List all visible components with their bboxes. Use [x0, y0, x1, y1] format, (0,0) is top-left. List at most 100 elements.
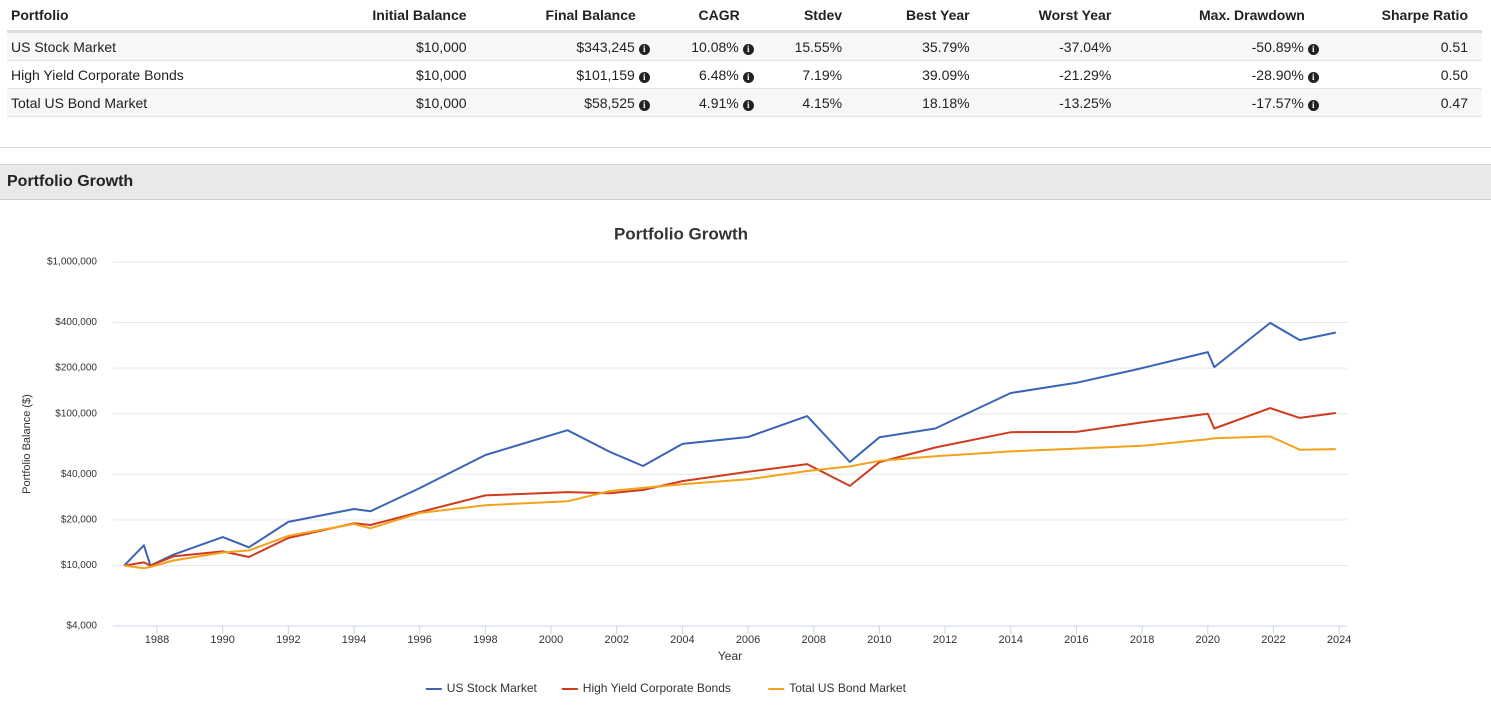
cell-text: $58,525 — [584, 94, 635, 111]
column-header: Worst Year — [983, 0, 1126, 33]
cell-text: 18.18% — [922, 94, 970, 111]
column-header: Portfolio — [7, 0, 306, 33]
cell-text: 4.15% — [802, 94, 843, 111]
column-header: Stdev — [753, 0, 857, 33]
x-tick-label: 2012 — [933, 634, 957, 646]
summary-table: Portfolio Initial Balance Final Balance CAG… — [7, 0, 1482, 117]
y-tick-label: $4,000 — [66, 621, 97, 632]
cell-text: $10,000 — [415, 94, 467, 111]
legend-label: High Yield Corporate Bonds — [583, 681, 731, 695]
info-icon[interactable]: i — [1307, 71, 1319, 83]
table-row: Total US Bond Market $10,000 $58,525 i 4.91%… — [7, 88, 1482, 117]
cell-text: 15.55% — [794, 38, 843, 55]
table-cell: 6.48% i — [649, 60, 754, 89]
table-cell: US Stock Market — [7, 31, 306, 61]
table-cell: -13.25% — [983, 88, 1126, 117]
table-row: US Stock Market $10,000 $343,245 i 10.08% i 15… — [7, 31, 1482, 61]
table-cell: $101,159 i — [480, 60, 650, 89]
column-header: Final Balance — [480, 0, 650, 33]
y-axis-title: Portfolio Balance ($) — [21, 394, 33, 494]
chart-title: Portfolio Growth — [614, 224, 748, 243]
y-tick-label: $100,000 — [55, 408, 97, 419]
cell-text: -28.90% — [1251, 66, 1304, 83]
x-tick-label: 2010 — [867, 634, 891, 646]
column-header: CAGR — [649, 0, 754, 33]
x-tick-label: 2018 — [1130, 634, 1154, 646]
info-icon[interactable]: i — [638, 71, 650, 83]
table-cell: 0.51 — [1318, 31, 1482, 61]
table-cell: 35.79% — [856, 31, 984, 61]
series-line — [124, 435, 1336, 570]
info-icon[interactable]: i — [742, 43, 754, 55]
info-icon[interactable]: i — [742, 99, 754, 111]
info-icon[interactable]: i — [1307, 43, 1319, 55]
cell-text: 10.08% — [691, 38, 739, 55]
table-cell: 10.08% i — [649, 31, 754, 61]
cell-text: -37.04% — [1059, 38, 1112, 55]
cell-text: $343,245 — [576, 38, 635, 55]
y-tick-label: $10,000 — [61, 560, 98, 571]
section-header: Portfolio Growth — [0, 164, 1491, 200]
info-icon[interactable]: i — [1307, 99, 1319, 111]
separator — [0, 147, 1491, 148]
x-tick-label: 2022 — [1261, 634, 1285, 646]
x-tick-label: 2004 — [670, 634, 694, 646]
cell-text: $10,000 — [415, 66, 467, 83]
cell-text: 39.09% — [922, 66, 970, 83]
y-tick-label: $400,000 — [55, 317, 97, 328]
cell-text: 0.47 — [1440, 94, 1468, 111]
y-tick-label: $20,000 — [61, 515, 98, 526]
table-cell: $10,000 — [305, 60, 481, 89]
cell-text: $10,000 — [415, 38, 467, 55]
table-cell: 4.91% i — [649, 88, 754, 117]
table-cell: 39.09% — [856, 60, 984, 89]
column-header: Best Year — [856, 0, 984, 33]
column-header: Initial Balance — [305, 0, 481, 33]
series-line — [123, 321, 1337, 567]
cell-text: -17.57% — [1251, 94, 1304, 111]
table-cell: -28.90% i — [1125, 60, 1319, 89]
series-line — [124, 407, 1336, 567]
table-cell: -50.89% i — [1125, 31, 1319, 61]
table-cell: -17.57% i — [1125, 88, 1319, 117]
x-tick-label: 2000 — [539, 634, 563, 646]
cell-text: US Stock Market — [11, 38, 117, 55]
column-header: Sharpe Ratio — [1318, 0, 1482, 33]
table-cell: $10,000 — [305, 31, 481, 61]
table-cell: 7.19% — [753, 60, 857, 89]
info-icon[interactable]: i — [638, 99, 650, 111]
x-tick-label: 2006 — [736, 634, 760, 646]
table-cell: 18.18% — [856, 88, 984, 117]
x-tick-label: 2002 — [604, 634, 628, 646]
table-cell: Total US Bond Market — [7, 88, 306, 117]
y-tick-label: $200,000 — [55, 363, 97, 374]
table-cell: $58,525 i — [480, 88, 650, 117]
table-cell: -37.04% — [983, 31, 1126, 61]
table-cell: 15.55% — [753, 31, 857, 61]
x-tick-label: 2024 — [1327, 634, 1351, 646]
info-icon[interactable]: i — [638, 43, 650, 55]
legend-label: Total US Bond Market — [789, 681, 906, 695]
header-row: Portfolio Initial Balance Final Balance CAG… — [7, 0, 1482, 33]
cell-text: High Yield Corporate Bonds — [11, 66, 184, 83]
cell-text: Total US Bond Market — [11, 94, 148, 111]
table-cell: 0.50 — [1318, 60, 1482, 89]
x-tick-label: 1996 — [407, 634, 431, 646]
y-tick-label: $1,000,000 — [47, 257, 97, 268]
cell-text: -50.89% — [1251, 38, 1304, 55]
cell-text: 0.51 — [1440, 38, 1468, 55]
cell-text: -21.29% — [1059, 66, 1112, 83]
column-header: Max. Drawdown — [1125, 0, 1319, 33]
cell-text: 4.91% — [699, 94, 739, 111]
info-icon[interactable]: i — [742, 71, 754, 83]
x-tick-label: 1994 — [342, 634, 366, 646]
table-cell: High Yield Corporate Bonds — [7, 60, 306, 89]
table-cell: -21.29% — [983, 60, 1126, 89]
x-tick-label: 1988 — [145, 634, 169, 646]
table-cell: 0.47 — [1318, 88, 1482, 117]
cell-text: -13.25% — [1059, 94, 1112, 111]
table-cell: $10,000 — [305, 88, 481, 117]
x-tick-label: 1990 — [210, 634, 234, 646]
cell-text: 0.50 — [1440, 66, 1468, 83]
